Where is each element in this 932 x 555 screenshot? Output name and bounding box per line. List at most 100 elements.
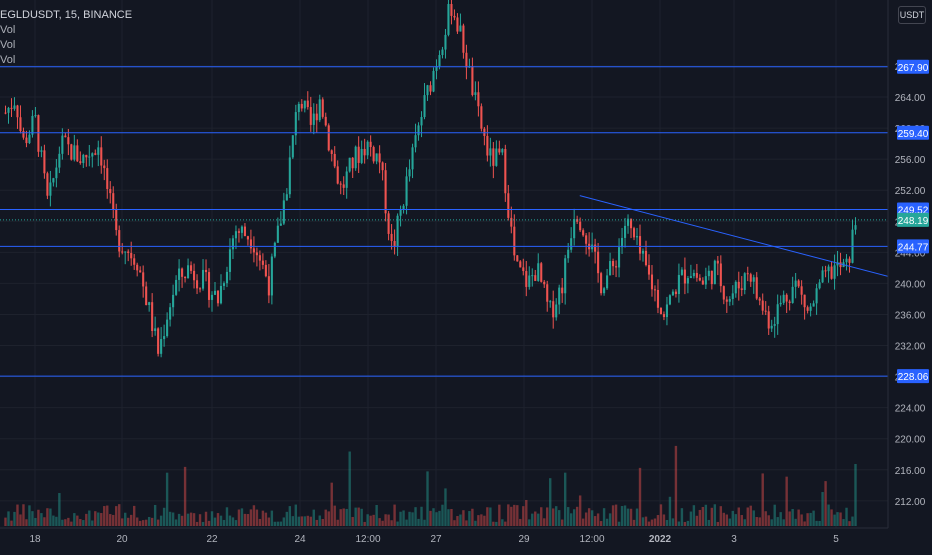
candle-body (791, 286, 794, 303)
candle-body (507, 193, 510, 218)
price-tick-label: 216.00 (895, 466, 926, 477)
volume-bar (677, 521, 681, 526)
candle-body (85, 154, 88, 158)
quote-currency-badge[interactable]: USDT (898, 6, 926, 24)
volume-bar (668, 496, 672, 526)
volume-bar (195, 521, 199, 526)
horizontal-levels[interactable] (0, 66, 888, 377)
time-tick-label: 27 (430, 534, 442, 545)
volume-bar (309, 516, 312, 526)
candle-body (381, 162, 384, 171)
candle-body (184, 276, 187, 279)
volume-bar (689, 511, 693, 526)
candle-body (213, 290, 217, 295)
volume-bar (97, 512, 100, 526)
price-axis[interactable]: 212.00216.00220.00224.00228.00232.00236.… (887, 0, 932, 550)
volume-bar (390, 520, 393, 526)
volume-bar (348, 451, 351, 526)
volume-bar (267, 517, 271, 526)
volume-bar (168, 511, 172, 526)
candle-body (172, 294, 175, 308)
candle-body (100, 147, 103, 166)
volume-bar (665, 519, 669, 526)
volume-bar (713, 504, 717, 526)
volume-bar (291, 516, 295, 526)
volume-bar (710, 507, 714, 526)
candle-body (504, 149, 507, 194)
volume-bar (629, 508, 633, 526)
candle-body (653, 289, 657, 291)
candle-body (318, 99, 321, 121)
volume-bar (510, 506, 513, 526)
time-tick-label: 20 (116, 534, 128, 545)
volume-bar (707, 519, 711, 526)
candle-body (746, 273, 749, 275)
candle-body (312, 113, 315, 125)
candle-body (4, 112, 7, 114)
candle-body (19, 117, 22, 132)
volume-bar (734, 514, 737, 526)
trendline[interactable] (579, 195, 892, 278)
volume-bar (581, 518, 585, 526)
indicator-label[interactable]: Vol (0, 39, 16, 51)
volume-bar (498, 504, 501, 526)
volume-bar (210, 511, 214, 526)
candle-body (534, 275, 537, 281)
candle-body (360, 148, 363, 163)
volume-bar (130, 514, 133, 526)
volume-bar (49, 508, 52, 526)
candle-body (300, 103, 303, 109)
volume-bar (566, 507, 570, 526)
symbol-title[interactable]: EGLDUSDT, 15, BINANCE (0, 9, 133, 21)
candle-body (118, 230, 121, 252)
candle-body (618, 247, 621, 268)
volume-bar (234, 520, 238, 526)
volume-bar (121, 518, 124, 526)
volume-bar (572, 509, 576, 526)
candle-body (803, 294, 806, 308)
volume-bar (396, 521, 399, 526)
candle-body (680, 269, 683, 275)
volume-bar (76, 515, 79, 526)
volume-bar (692, 505, 696, 526)
candle-body (97, 147, 100, 155)
level-price-tag: 259.40 (898, 129, 929, 140)
volume-bar (150, 517, 154, 526)
price-tick-label: 264.00 (895, 93, 926, 104)
candle-body (91, 153, 94, 157)
volume-bar (115, 506, 118, 526)
candle-body (573, 219, 576, 239)
candle-body (246, 236, 249, 240)
volume-bar (674, 445, 678, 526)
price-tick-label: 212.00 (895, 497, 926, 508)
volume-bar (698, 509, 702, 526)
volume-bar (132, 505, 136, 526)
candle-body (136, 264, 139, 271)
volume-bar (764, 511, 767, 526)
volume-bar (794, 518, 797, 526)
time-axis[interactable]: 18 20 22 24 12:00 27 29 12:00 2022 3 5 (0, 527, 888, 550)
indicator-label[interactable]: Vol (0, 54, 16, 66)
volume-bar (812, 510, 815, 526)
volume-bar (752, 510, 755, 526)
volume-bar (593, 516, 597, 526)
volume-bar (216, 513, 220, 526)
candle-body (79, 161, 82, 164)
candle-body (725, 299, 728, 302)
indicator-label[interactable]: Vol (0, 24, 16, 36)
volume-bar (845, 507, 848, 526)
trend-line (579, 195, 892, 278)
candle-body (854, 225, 857, 230)
candle-body (716, 260, 719, 264)
volume-bar (393, 504, 396, 526)
volume-bar (228, 515, 232, 526)
candle-body (785, 294, 788, 302)
volume-bar (704, 504, 708, 526)
price-tick-label: 220.00 (895, 435, 926, 446)
candle-body (228, 249, 232, 272)
volume-bar (420, 506, 423, 526)
volume-bar (240, 508, 244, 526)
candle-body (201, 269, 205, 289)
